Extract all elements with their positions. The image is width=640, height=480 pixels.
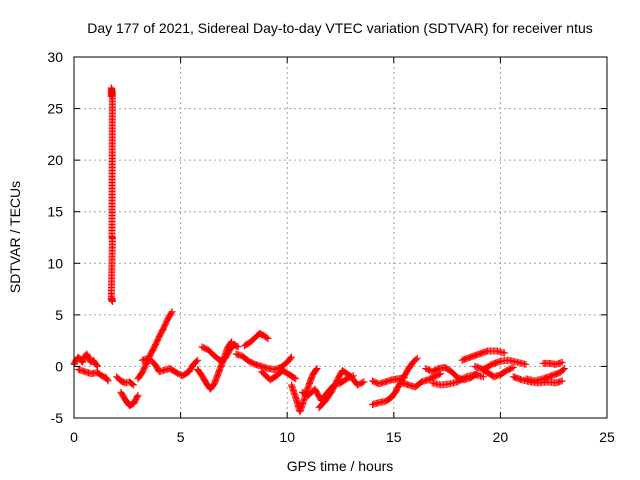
series-track-3 [113,373,138,389]
y-tick-label: 15 [47,204,63,220]
data-point [501,349,509,357]
data-point [312,366,320,374]
data-point [287,354,295,362]
y-tick-label: 0 [55,358,63,374]
series-track-4 [117,388,142,410]
data-points [70,84,568,416]
y-tick-label: 30 [47,49,63,65]
data-point [264,335,272,343]
y-tick-label: 10 [47,255,63,271]
x-tick-label: 5 [177,429,185,445]
y-tick-label: 5 [55,307,63,323]
series-track-11 [258,367,300,384]
y-tick-label: 25 [47,101,63,117]
axis-ticks: 0 5 10 15 20 25 -5 0 5 10 15 20 25 30 [47,49,615,445]
series-track-12 [287,364,321,416]
series-track-19 [428,371,487,389]
series-outlier-1 [107,84,116,305]
series-track-16 [368,354,421,409]
data-point [93,361,101,369]
data-point [313,364,321,372]
data-point [228,338,236,346]
data-point [292,375,300,383]
series-track-25 [539,358,566,368]
data-point [194,356,202,364]
x-tick-label: 20 [493,429,509,445]
data-point [168,308,176,316]
data-point [412,355,420,363]
data-point [130,381,138,389]
x-tick-label: 25 [599,429,615,445]
data-point [134,391,142,399]
series-track-22 [479,356,530,374]
y-tick-label: 20 [47,152,63,168]
data-point [103,376,111,384]
data-point [93,362,101,370]
data-point [108,235,116,243]
data-point [522,360,530,368]
data-point [233,342,241,350]
y-axis-label: SDTVAR / TECUs [7,181,23,293]
series-track-24 [522,364,568,385]
series-track-17 [398,370,445,391]
data-point [479,373,487,381]
data-point [167,309,175,317]
data-point [193,357,201,365]
series-track-9 [241,329,272,350]
data-point [287,353,295,361]
series-track-10 [232,350,295,374]
series-track-8 [194,338,236,393]
data-point [360,378,368,386]
data-point [558,358,566,366]
x-tick-label: 15 [386,429,402,445]
chart-title: Day 177 of 2021, Sidereal Day-to-day VTE… [87,20,593,36]
series-track-2 [74,366,112,385]
x-tick-label: 10 [279,429,295,445]
data-point [508,364,516,372]
series-track-6 [138,354,202,380]
data-point [509,363,517,371]
series-track-20 [458,347,509,364]
series-track-14 [315,367,368,412]
series-track-5 [134,308,176,383]
data-point [108,90,116,98]
data-point [560,364,568,372]
data-point [263,334,271,342]
data-point [133,392,141,400]
data-point [359,379,367,387]
data-point [291,374,299,382]
x-axis-label: GPS time / hours [287,458,394,474]
x-tick-label: 0 [70,429,78,445]
grid-lines [74,57,607,418]
data-point [413,354,421,362]
data-point [234,343,242,351]
data-point [227,339,235,347]
data-point [558,377,566,385]
data-point [559,366,567,374]
y-tick-label: -5 [51,410,64,426]
plot-frame [73,56,608,419]
data-point [108,294,116,302]
data-point [435,370,443,378]
series-track-1 [70,350,101,370]
data-point [129,380,137,388]
data-point [104,377,112,385]
